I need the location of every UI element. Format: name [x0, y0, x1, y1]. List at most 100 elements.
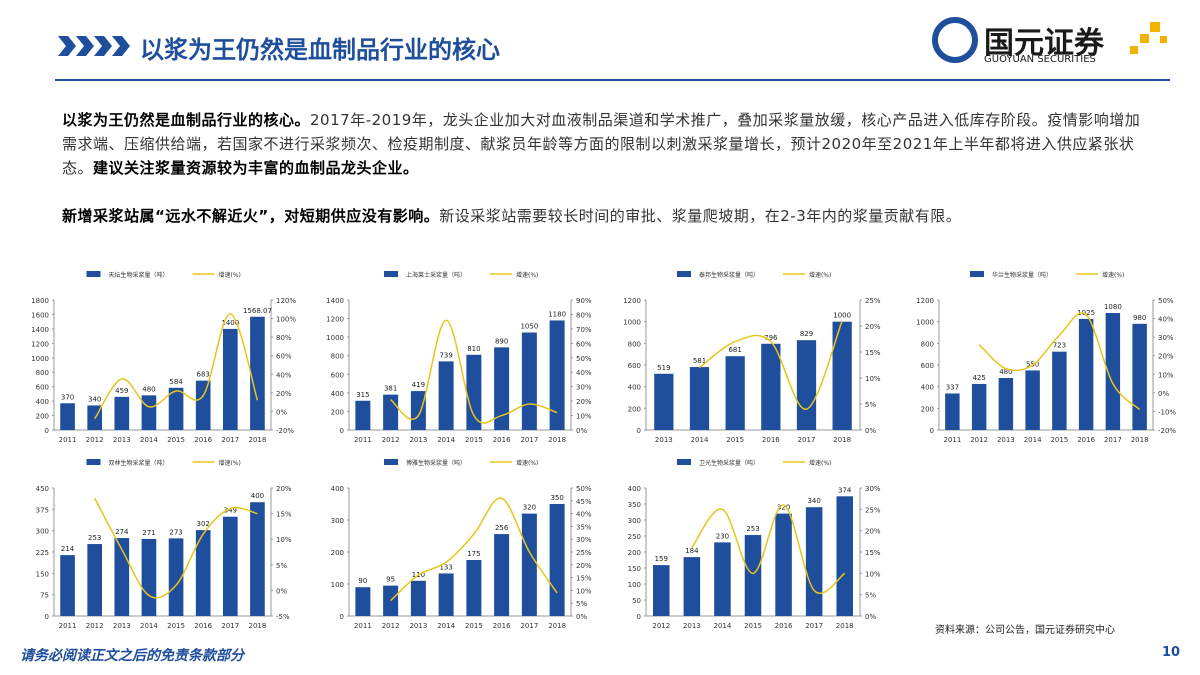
y2-tick-label: 10% — [1158, 371, 1174, 379]
y-tick-label: 1400 — [31, 326, 49, 334]
bar — [250, 316, 265, 430]
value-label: 683 — [197, 371, 210, 379]
x-tick-label: 2016 — [194, 436, 212, 444]
bar — [683, 557, 701, 616]
y2-tick-label: 40% — [576, 511, 592, 519]
y2-tick-label: 40% — [276, 371, 292, 379]
x-tick-label: 2017 — [1104, 436, 1122, 444]
value-label: 273 — [169, 528, 182, 536]
bar — [549, 504, 565, 616]
bar — [714, 542, 731, 616]
chart: 博雅生物采浆量（吨） 增速(%) 0 100 200 300 400 0% 5% 10% 15% 20… — [331, 459, 592, 630]
x-tick-label: 2018 — [249, 622, 267, 630]
value-label: 1568.07 — [243, 307, 272, 315]
y2-tick-label: 5% — [576, 600, 587, 608]
value-label: 1400 — [221, 319, 239, 327]
y-tick-label: 350 — [628, 501, 641, 509]
y2-tick-label: 30% — [576, 384, 592, 392]
bar — [836, 496, 853, 616]
y2-tick-label: 15% — [276, 511, 292, 519]
value-label: 95 — [386, 576, 395, 584]
value-label: 374 — [838, 486, 852, 494]
x-tick-label: 2016 — [1077, 436, 1095, 444]
value-label: 519 — [657, 364, 670, 372]
y-tick-label: 200 — [36, 413, 49, 421]
logo-squares — [1130, 22, 1167, 54]
y-tick-label: 1000 — [916, 319, 934, 327]
value-label: 253 — [746, 525, 759, 533]
bar — [466, 354, 482, 430]
value-label: 349 — [224, 507, 237, 515]
x-tick-label: 2012 — [382, 436, 400, 444]
y-tick-label: 800 — [921, 340, 934, 348]
bar — [114, 396, 130, 430]
x-tick-label: 2015 — [726, 436, 744, 444]
y2-tick-label: 30% — [1158, 334, 1174, 342]
x-tick-label: 2016 — [762, 436, 780, 444]
y-tick-label: 200 — [628, 549, 641, 557]
y-tick-label: 450 — [36, 485, 49, 493]
y2-tick-label: 30% — [576, 536, 592, 544]
x-tick-label: 2014 — [714, 622, 732, 630]
y-tick-label: 0 — [45, 613, 49, 621]
y2-tick-label: 25% — [576, 549, 592, 557]
x-tick-label: 2013 — [655, 436, 673, 444]
x-tick-label: 2012 — [652, 622, 670, 630]
x-tick-label: 2012 — [86, 436, 104, 444]
bar — [410, 580, 426, 616]
y2-tick-label: 15% — [576, 575, 592, 583]
y2-tick-label: 50% — [1158, 297, 1174, 305]
y2-tick-label: 10% — [576, 413, 592, 421]
x-tick-label: 2013 — [113, 436, 131, 444]
value-label: 159 — [655, 555, 668, 563]
legend-label: 增速(%) — [219, 459, 241, 467]
x-tick-label: 2015 — [167, 622, 185, 630]
y-tick-label: 0 — [637, 613, 641, 621]
x-tick-label: 2015 — [744, 622, 762, 630]
y2-tick-label: 0% — [865, 613, 876, 621]
value-label: 1000 — [833, 312, 851, 320]
bold-lead: 新增采浆站属“远水不解近火”，对短期供应没有影响。 — [62, 207, 440, 225]
growth-line — [978, 312, 1141, 411]
value-label: 340 — [807, 497, 820, 505]
y-tick-label: 400 — [921, 384, 934, 392]
y-tick-label: 1600 — [31, 311, 49, 319]
x-tick-label: 2011 — [59, 622, 77, 630]
x-tick-label: 2017 — [221, 622, 239, 630]
legend-label: 天坛生物采浆量（吨） — [109, 271, 169, 279]
source-note: 资料来源：公司公告，国元证券研究中心 — [935, 625, 1115, 636]
y-tick-label: 1800 — [31, 297, 49, 305]
y-tick-label: 50 — [632, 597, 641, 605]
x-tick-label: 2015 — [167, 436, 185, 444]
y-tick-label: 100 — [331, 581, 344, 589]
y2-tick-label: 0% — [865, 427, 876, 435]
y2-tick-label: -20% — [1158, 427, 1176, 435]
x-tick-label: 2016 — [493, 622, 511, 630]
value-label: 419 — [412, 381, 425, 389]
y-tick-label: 375 — [36, 506, 49, 514]
y2-tick-label: -10% — [1158, 408, 1176, 416]
y-tick-label: 1200 — [916, 297, 934, 305]
bold-tail: 建议关注浆量资源较为丰富的血制品龙头企业。 — [93, 159, 419, 177]
bar — [1105, 313, 1121, 430]
legend-swatch — [677, 459, 691, 465]
x-tick-label: 2015 — [465, 436, 483, 444]
value-label: 350 — [550, 494, 563, 502]
x-tick-label: 2017 — [520, 436, 538, 444]
value-label: 1080 — [1104, 303, 1122, 311]
paragraph: 以浆为王仍然是血制品行业的核心。2017年-2019年，龙头企业加大对血液制品渠… — [62, 108, 1152, 180]
y-tick-label: 225 — [36, 549, 49, 557]
x-tick-label: 2012 — [970, 436, 988, 444]
bar — [761, 343, 781, 430]
legend-swatch — [677, 271, 691, 277]
y-tick-label: 1000 — [326, 334, 344, 342]
value-label: 381 — [384, 385, 397, 393]
value-label: 337 — [946, 383, 959, 391]
y-tick-label: 75 — [40, 592, 49, 600]
bar — [689, 367, 710, 430]
legend-label: 上海莱士采浆量（吨） — [406, 271, 466, 279]
y2-tick-label: 80% — [276, 334, 292, 342]
value-label: 581 — [693, 357, 706, 365]
bold-lead: 以浆为王仍然是血制品行业的核心。 — [62, 111, 311, 129]
